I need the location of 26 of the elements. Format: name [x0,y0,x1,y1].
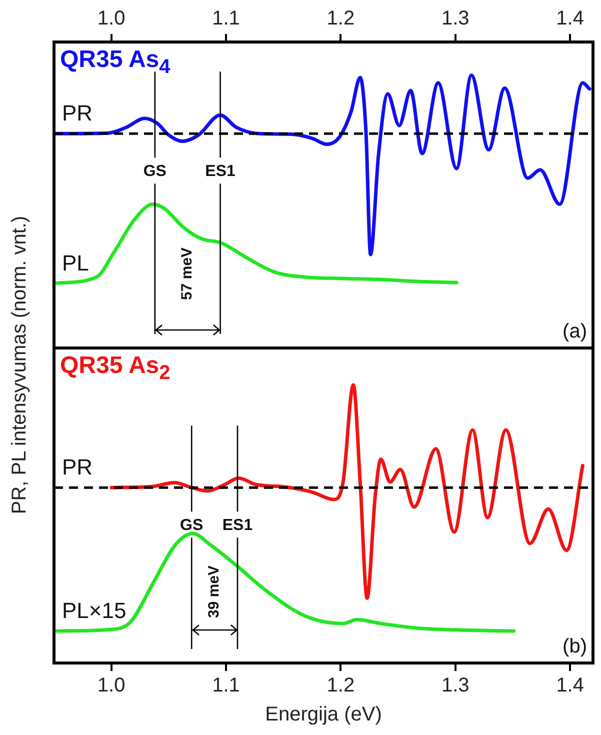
y-axis-title: PR, PL intensyvumas (norm. vnt.) [8,216,32,514]
ref-line-label: GS [143,163,167,180]
ref-line-label: ES1 [222,516,253,534]
chart-title: QR35 As$_{2}$ [60,352,170,385]
x2-tick-label: 1.1 [212,8,240,30]
series-label: PR [62,454,93,480]
ref-line-label: GS [180,516,204,534]
annotation: 39 meV [206,565,223,618]
x2-tick-label: 1.2 [326,8,355,30]
x-tick-label: 1.1 [212,674,240,697]
series-label: PR [62,100,93,126]
x-tick-label: 1.0 [97,674,126,697]
x-axis-title: Energija (eV) [265,704,382,726]
annotation: (b) [562,636,587,658]
x-tick-label: 1.2 [326,674,355,697]
x2-tick-label: 1.3 [441,8,470,30]
ref-line-label: ES1 [205,163,236,180]
chart-title: QR35 As$_{4}$ [60,46,170,79]
x-tick-label: 1.4 [556,674,584,697]
annotation: (a) [562,320,587,343]
x2-tick-label: 1.0 [97,8,126,30]
series-label: PL×15 [62,598,126,624]
x-tick-label: 1.3 [441,674,470,697]
series-label: PL [62,250,89,276]
x2-tick-label: 1.4 [556,8,584,30]
annotation: 57 meV [178,247,196,300]
